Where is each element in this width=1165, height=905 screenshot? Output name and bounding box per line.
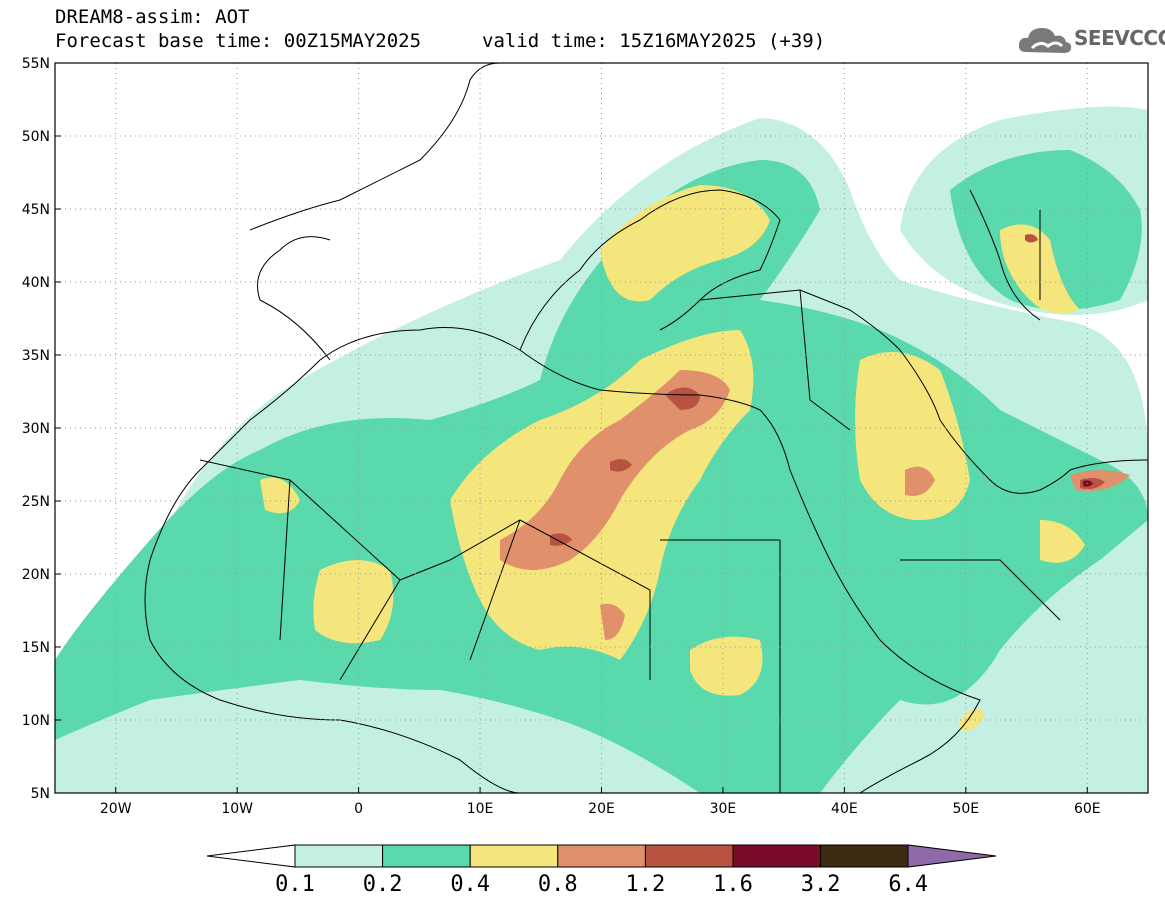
aot-contour-16 <box>1083 480 1093 487</box>
lat-labels: 55N 50N 45N 40N 35N 30N 25N 20N 15N 10N 5N <box>22 56 50 802</box>
lat-label: 55N <box>22 56 50 72</box>
logo-text: SEEVCCC <box>1074 26 1165 50</box>
lat-lon-grid <box>55 63 1148 793</box>
base-time: Forecast base time: 00Z15MAY2025 <box>55 30 422 52</box>
colorbar-level-label: 1.6 <box>713 872 753 897</box>
lat-label: 10N <box>22 713 50 729</box>
colorbar-swatch <box>820 844 909 868</box>
colorbar-level-label: 6.4 <box>888 872 929 897</box>
lat-label: 20N <box>22 567 50 583</box>
lat-label: 30N <box>22 421 50 437</box>
colorbar-swatch <box>382 844 471 868</box>
lat-label: 15N <box>22 640 50 656</box>
lon-label: 40E <box>831 801 858 817</box>
lon-label: 10E <box>467 801 494 817</box>
cloud-icon <box>1018 28 1072 53</box>
lat-label: 25N <box>22 494 50 510</box>
lon-label: 60E <box>1074 801 1101 817</box>
colorbar-high-arrow <box>907 844 997 868</box>
map-title: DREAM8-assim: AOT <box>55 6 250 28</box>
lat-label: 35N <box>22 348 50 364</box>
colorbar-swatch <box>644 844 734 868</box>
colorbar-swatch <box>294 844 384 868</box>
lon-label: 50E <box>952 801 979 817</box>
lat-label: 40N <box>22 275 50 291</box>
lat-label: 5N <box>31 786 50 802</box>
lat-label: 50N <box>22 129 50 145</box>
colorbar-level-label: 3.2 <box>800 872 841 897</box>
lat-label: 45N <box>22 202 50 218</box>
lon-label: 20E <box>588 801 615 817</box>
colorbar-level-label: 1.2 <box>625 872 666 897</box>
colorbar-low-arrow <box>206 844 296 868</box>
colorbar-level-label: 0.8 <box>537 872 578 897</box>
lon-label: 30E <box>710 801 737 817</box>
colorbar-level-label: 0.2 <box>362 872 403 897</box>
lon-labels: 20W 10W 0 10E 20E 30E 40E 50E 60E <box>100 801 1101 817</box>
seevccc-logo: SEEVCCC <box>1018 22 1165 58</box>
lon-label: 20W <box>100 801 132 817</box>
colorbar-swatch <box>557 844 646 868</box>
colorbar-swatch <box>732 844 822 868</box>
lon-label: 10W <box>221 801 253 817</box>
colorbar <box>206 844 997 868</box>
valid-time: valid time: 15Z16MAY2025 (+39) <box>482 30 826 52</box>
colorbar-swatch <box>469 844 559 868</box>
lon-label: 0 <box>354 801 363 817</box>
colorbar-level-label: 0.1 <box>275 872 315 897</box>
colorbar-level-label: 0.4 <box>450 872 491 897</box>
aot-field <box>55 106 1148 793</box>
coastlines <box>144 63 1148 793</box>
